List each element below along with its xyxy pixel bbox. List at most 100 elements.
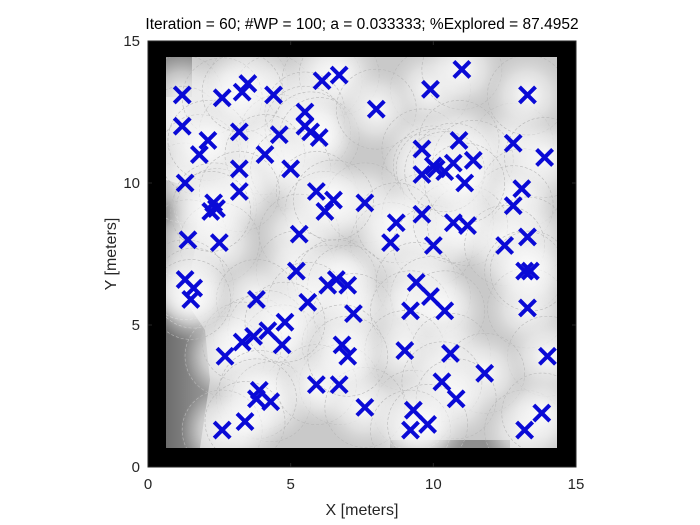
waypoint-marker [181, 290, 201, 309]
axes-box [147, 40, 577, 468]
sensor-range-ring [244, 281, 326, 363]
waypoint-marker [515, 420, 535, 440]
sensor-range-ring [501, 372, 557, 448]
explored-area [419, 57, 504, 112]
waypoint-marker [403, 400, 423, 420]
waypoint-marker [306, 375, 326, 395]
waypoint-marker [503, 133, 523, 153]
waypoint-marker [395, 341, 415, 360]
waypoint-marker [172, 85, 192, 105]
waypoint-marker [326, 270, 346, 289]
waypoint-marker [435, 301, 455, 321]
waypoint-marker [301, 122, 321, 142]
waypoint-marker [198, 130, 218, 150]
waypoint-marker [189, 145, 209, 165]
y-tick-label: 10 [123, 175, 140, 192]
waypoint-marker [355, 193, 375, 213]
waypoint-marker [338, 275, 358, 295]
waypoint-marker [244, 326, 263, 346]
waypoint-marker [175, 173, 195, 193]
waypoint-marker [338, 346, 358, 366]
waypoint-marker [381, 233, 400, 253]
waypoint-marker [512, 179, 532, 199]
waypoint-marker [344, 304, 363, 324]
x-axis-label: X [meters] [326, 502, 399, 519]
chart-title: Iteration = 60; #WP = 100; a = 0.033333;… [145, 16, 578, 33]
waypoint-marker [421, 79, 440, 99]
waypoint-marker [201, 201, 221, 221]
waypoint-marker [286, 261, 306, 281]
waypoint-marker [212, 88, 232, 108]
sensor-range-ring [484, 389, 557, 448]
waypoint-marker [329, 375, 349, 395]
waypoint-marker [518, 298, 537, 318]
waypoint-marker [355, 397, 375, 417]
y-axis-label: Y [meters] [103, 218, 120, 291]
waypoint-marker [172, 116, 192, 136]
sensor-range-ring [166, 259, 232, 340]
axis-ticks: 0 5 10 15 0 5 10 15 [123, 33, 584, 493]
waypoint-marker [289, 224, 309, 244]
x-tick-label: 10 [425, 476, 442, 493]
waypoint-marker [309, 128, 329, 147]
waypoint-marker [258, 321, 278, 341]
waypoint-marker [532, 403, 552, 423]
x-tick-label: 15 [568, 476, 585, 493]
waypoint-marker [281, 159, 301, 179]
waypoint-marker [312, 71, 332, 91]
waypoint-marker [229, 159, 249, 179]
waypoint-marker [538, 346, 557, 366]
y-tick-label: 15 [123, 33, 140, 50]
waypoint-marker [423, 236, 443, 255]
waypoint-marker [412, 204, 432, 224]
waypoint-marker [518, 85, 537, 105]
waypoint-marker [446, 389, 466, 409]
waypoint-marker [332, 335, 352, 355]
waypoint-marker [452, 59, 472, 79]
waypoint-marker [515, 261, 535, 281]
waypoint-marker [455, 173, 475, 193]
waypoint-marker [324, 190, 343, 210]
waypoint-marker [229, 182, 249, 201]
waypoint-marker [235, 412, 255, 431]
sensor-range-ring [204, 381, 286, 448]
sensor-range-ring [170, 171, 252, 252]
waypoint-marker [401, 420, 420, 440]
x-tick-label: 0 [144, 476, 152, 493]
waypoint-marker [401, 301, 420, 321]
waypoint-marker [247, 389, 266, 409]
waypoint-marker [209, 233, 229, 253]
waypoint-marker [520, 261, 540, 281]
waypoint-marker [535, 148, 555, 167]
waypoint-marker [463, 150, 483, 170]
waypoint-marker [441, 343, 460, 363]
waypoint-marker [255, 145, 275, 165]
waypoint-marker [475, 363, 495, 383]
sensor-range-ring [387, 384, 468, 448]
explored-area [499, 371, 557, 448]
waypoint-marker [295, 102, 315, 122]
waypoint-markers [172, 59, 557, 440]
waypoint-marker [449, 130, 469, 150]
waypoint-marker [212, 420, 232, 440]
waypoint-marker [261, 392, 281, 412]
waypoint-marker [495, 236, 515, 255]
waypoint-marker [443, 213, 463, 233]
y-tick-label: 0 [132, 459, 140, 476]
waypoint-marker [412, 165, 432, 184]
waypoint-marker [275, 312, 295, 332]
waypoint-marker [329, 65, 349, 85]
waypoint-marker [518, 227, 537, 247]
waypoint-marker [318, 275, 338, 295]
waypoint-marker [232, 332, 252, 352]
waypoint-marker [458, 216, 477, 236]
x-tick-label: 5 [286, 476, 294, 493]
sensor-range-ring [293, 159, 374, 241]
waypoint-marker [269, 125, 289, 145]
waypoint-marker [247, 290, 266, 309]
waypoint-marker [306, 182, 326, 201]
waypoint-marker [272, 335, 292, 355]
waypoint-marker [264, 85, 283, 105]
waypoint-marker [503, 196, 523, 216]
